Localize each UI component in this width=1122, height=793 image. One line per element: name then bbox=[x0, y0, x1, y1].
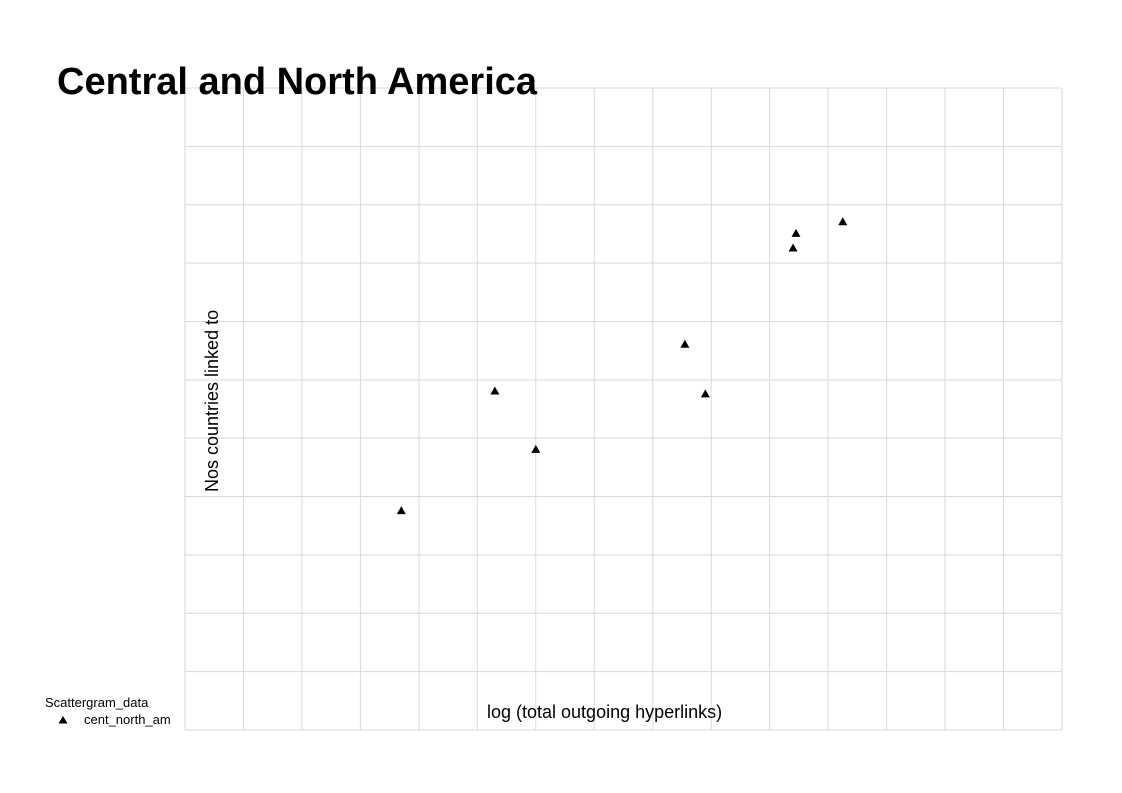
data-point-triangle bbox=[531, 444, 541, 453]
data-point-triangle bbox=[490, 386, 500, 395]
data-point-triangle bbox=[788, 243, 798, 252]
grid bbox=[184, 87, 1063, 731]
data-point-triangle bbox=[838, 217, 848, 226]
data-point-triangle bbox=[680, 339, 690, 348]
data-points bbox=[396, 217, 848, 515]
data-point-triangle bbox=[791, 228, 801, 237]
y-axis-label: Nos countries linked to bbox=[202, 310, 222, 492]
data-point-triangle bbox=[396, 506, 406, 515]
legend: Scattergram_data cent_north_am bbox=[45, 695, 171, 727]
legend-series-label: cent_north_am bbox=[84, 712, 171, 727]
legend-triangle-icon bbox=[58, 716, 68, 724]
legend-title: Scattergram_data bbox=[45, 695, 149, 710]
data-point-triangle bbox=[700, 389, 710, 398]
chart-title: Central and North America bbox=[57, 61, 538, 103]
x-axis-label: log (total outgoing hyperlinks) bbox=[487, 702, 722, 722]
